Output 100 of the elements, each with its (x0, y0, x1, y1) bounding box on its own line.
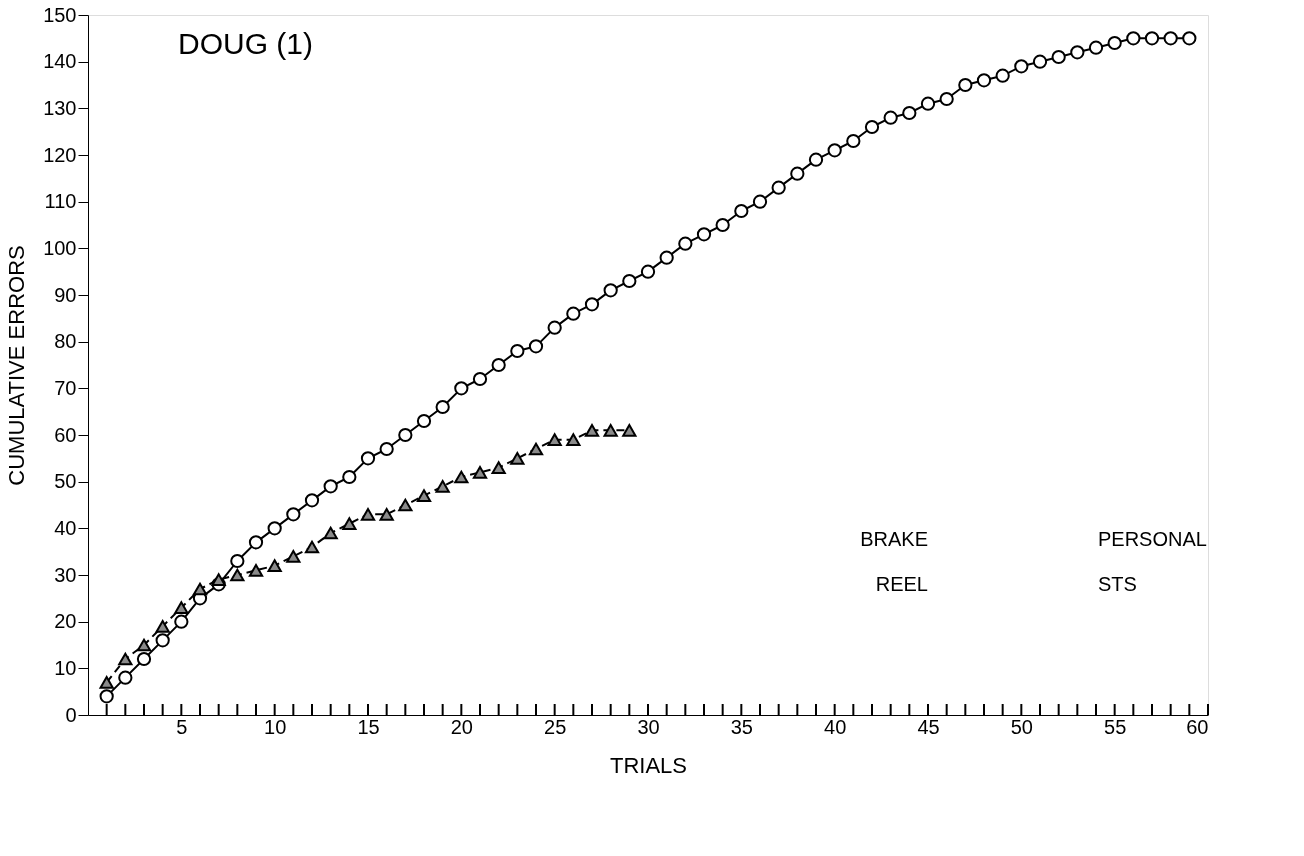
annotation: REEL (875, 573, 928, 595)
point (267, 521, 282, 536)
annotation: PERSONAL (1098, 528, 1207, 550)
point (454, 381, 469, 396)
y-tick-label: 130 (43, 96, 77, 119)
point (1088, 40, 1104, 55)
x-tick-label: 45 (917, 715, 940, 738)
y-tick-label: 10 (54, 656, 77, 679)
point (584, 424, 600, 437)
y-tick-label: 100 (43, 236, 77, 259)
point (342, 517, 357, 530)
point (1051, 49, 1066, 65)
y-tick-label: 110 (44, 190, 77, 213)
point (528, 339, 544, 354)
point (734, 203, 749, 219)
point (99, 689, 114, 704)
point (491, 461, 506, 474)
y-tick-label: 40 (54, 516, 77, 539)
y-tick-label: 150 (43, 3, 77, 26)
y-tick-label: 90 (54, 283, 77, 306)
point (398, 427, 413, 443)
point (1144, 31, 1160, 46)
x-tick-label: 30 (637, 715, 660, 738)
point (696, 227, 712, 242)
point (808, 152, 824, 167)
point (118, 652, 133, 666)
point (286, 550, 301, 563)
point (379, 508, 394, 521)
y-tick-label: 50 (54, 470, 77, 493)
x-tick-label: 20 (450, 715, 473, 738)
point (248, 564, 264, 577)
point (304, 540, 320, 554)
x-tick-label: 40 (824, 715, 847, 738)
point (603, 283, 618, 298)
point (192, 582, 208, 596)
point (174, 601, 189, 614)
point (454, 470, 469, 484)
y-tick-label: 140 (43, 50, 77, 73)
point (1070, 45, 1085, 60)
y-tick-label: 0 (65, 703, 77, 726)
point (902, 105, 917, 121)
point (622, 424, 637, 437)
point (958, 77, 973, 93)
x-tick-label: 60 (1186, 715, 1209, 738)
point (472, 466, 488, 479)
point (603, 424, 618, 437)
point (566, 433, 581, 446)
point (99, 676, 114, 689)
annotation: BRAKE (860, 528, 928, 550)
y-axis-title: CUMULATIVE ERRORS (4, 245, 30, 486)
annotation: STS (1098, 573, 1137, 595)
x-tick-label: 55 (1104, 715, 1127, 738)
point (846, 133, 861, 149)
point (640, 264, 656, 279)
x-tick-label: 25 (544, 715, 567, 738)
point (771, 180, 786, 195)
point (1107, 35, 1122, 51)
point (995, 68, 1010, 83)
chart-title: DOUG (1) (178, 27, 313, 60)
point (136, 651, 152, 667)
point (976, 73, 992, 88)
y-tick-label: 70 (54, 376, 77, 399)
point (211, 573, 226, 586)
point (360, 508, 376, 521)
x-tick-label: 15 (357, 715, 380, 738)
point (472, 371, 488, 387)
point (752, 194, 768, 209)
point (920, 96, 936, 111)
x-axis-title: TRIALS (609, 752, 688, 778)
point (230, 553, 245, 569)
point (678, 236, 693, 251)
point (790, 166, 805, 181)
x-tick-label: 50 (1010, 715, 1033, 738)
point (118, 670, 133, 685)
point (174, 614, 189, 629)
point (510, 343, 525, 359)
point (248, 535, 264, 550)
x-tick-label: 10 (264, 715, 287, 738)
x-tick-label: 5 (176, 715, 188, 738)
point (1126, 31, 1141, 46)
point (510, 452, 525, 465)
point (659, 250, 674, 265)
point (1014, 59, 1029, 74)
point (155, 620, 170, 633)
point (323, 479, 338, 494)
point (155, 633, 170, 648)
point (715, 217, 730, 233)
point (883, 110, 898, 125)
point (323, 526, 338, 540)
point (491, 357, 506, 373)
point (584, 297, 600, 312)
point (230, 568, 245, 582)
point (416, 413, 432, 429)
y-tick-label: 30 (54, 563, 77, 586)
point (864, 119, 880, 135)
point (939, 91, 954, 107)
point (435, 399, 450, 415)
y-tick-label: 60 (54, 423, 77, 446)
point (1163, 31, 1178, 46)
y-tick-label: 80 (54, 330, 77, 353)
